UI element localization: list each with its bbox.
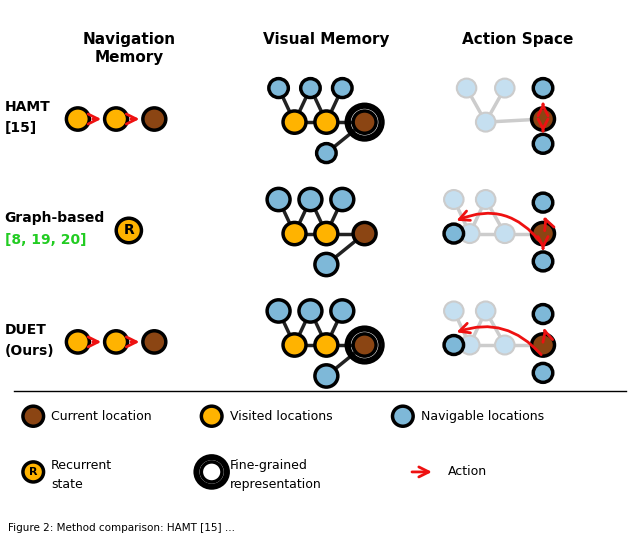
Circle shape	[495, 335, 515, 354]
Circle shape	[104, 108, 127, 130]
Circle shape	[444, 301, 463, 320]
Circle shape	[267, 188, 290, 211]
Circle shape	[533, 363, 553, 382]
Circle shape	[476, 113, 495, 132]
Circle shape	[476, 301, 495, 320]
Circle shape	[533, 78, 553, 97]
Circle shape	[392, 406, 413, 426]
Circle shape	[317, 143, 336, 162]
Circle shape	[533, 193, 553, 212]
Text: Navigation
Memory: Navigation Memory	[83, 32, 175, 65]
Text: Action: Action	[447, 465, 486, 478]
Circle shape	[202, 406, 222, 426]
Circle shape	[495, 78, 515, 97]
Circle shape	[476, 190, 495, 209]
Circle shape	[353, 222, 376, 245]
Circle shape	[333, 78, 352, 97]
Circle shape	[143, 331, 166, 353]
Circle shape	[444, 335, 463, 354]
Circle shape	[315, 253, 338, 276]
Circle shape	[331, 188, 354, 211]
Circle shape	[315, 111, 338, 133]
Text: DUET: DUET	[4, 323, 47, 337]
Circle shape	[460, 224, 479, 243]
Circle shape	[315, 222, 338, 245]
Circle shape	[315, 334, 338, 356]
Circle shape	[299, 188, 322, 211]
Circle shape	[533, 305, 553, 324]
Circle shape	[444, 190, 463, 209]
Text: Figure 2: Method comparison: HAMT [15] ...: Figure 2: Method comparison: HAMT [15] .…	[8, 522, 235, 533]
Circle shape	[283, 222, 306, 245]
Circle shape	[457, 78, 476, 97]
Text: R: R	[29, 467, 38, 477]
Circle shape	[104, 331, 127, 353]
Circle shape	[533, 252, 553, 271]
Circle shape	[283, 111, 306, 133]
Circle shape	[532, 222, 554, 245]
Circle shape	[283, 334, 306, 356]
Text: state: state	[51, 478, 83, 491]
Circle shape	[67, 108, 90, 130]
Text: HAMT: HAMT	[4, 100, 51, 114]
Circle shape	[495, 224, 515, 243]
Circle shape	[267, 300, 290, 322]
Circle shape	[23, 462, 44, 482]
Text: [15]: [15]	[4, 122, 37, 136]
Text: Action Space: Action Space	[462, 32, 573, 48]
Text: Graph-based: Graph-based	[4, 211, 105, 225]
Circle shape	[353, 111, 376, 133]
Circle shape	[116, 218, 141, 242]
Circle shape	[299, 300, 322, 322]
Text: R: R	[124, 223, 134, 237]
Circle shape	[301, 78, 320, 97]
Text: Visual Memory: Visual Memory	[263, 32, 390, 48]
Text: (Ours): (Ours)	[4, 344, 54, 358]
Text: Recurrent: Recurrent	[51, 459, 112, 472]
Circle shape	[23, 406, 44, 426]
Circle shape	[532, 108, 554, 130]
Circle shape	[353, 334, 376, 356]
Circle shape	[67, 331, 90, 353]
Circle shape	[315, 365, 338, 387]
Circle shape	[444, 224, 463, 243]
Circle shape	[143, 108, 166, 130]
Circle shape	[460, 335, 479, 354]
Text: representation: representation	[230, 478, 321, 491]
Circle shape	[532, 334, 554, 356]
Text: [8, 19, 20]: [8, 19, 20]	[4, 233, 86, 247]
Text: Navigable locations: Navigable locations	[420, 410, 544, 423]
Circle shape	[331, 300, 354, 322]
Text: Current location: Current location	[51, 410, 152, 423]
Circle shape	[533, 134, 553, 153]
Circle shape	[269, 78, 289, 97]
Text: Visited locations: Visited locations	[230, 410, 332, 423]
Circle shape	[202, 462, 222, 482]
Text: Fine-grained: Fine-grained	[230, 459, 307, 472]
